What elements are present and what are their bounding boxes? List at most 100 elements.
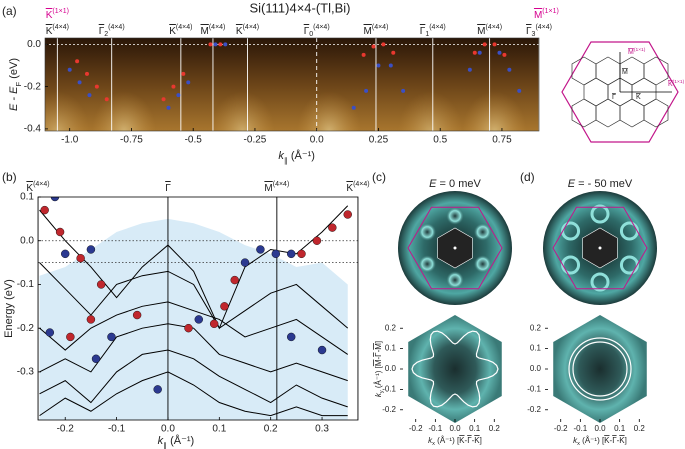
weight-dot <box>287 332 296 342</box>
zone-1x1 <box>552 206 648 290</box>
x-axis-label: k∥ (Å⁻¹) <box>278 149 315 165</box>
data-point <box>472 50 477 55</box>
fs-contour <box>568 337 632 401</box>
weight-dot <box>256 245 265 254</box>
label-part: ] <box>374 341 383 343</box>
data-point <box>213 42 218 47</box>
label-part: (4×4) <box>209 24 226 31</box>
x-tick-label: -1.0 <box>61 135 79 146</box>
symmetry-label: K(4×4) <box>169 24 192 36</box>
label-part: Γ <box>612 436 617 445</box>
y-tick-label: 0.0 <box>385 364 397 373</box>
arpes-glow <box>210 91 275 131</box>
x-tick-label: -0.25 <box>244 135 267 146</box>
label-part: ] <box>480 436 482 445</box>
data-point <box>208 42 213 47</box>
x-axis-label: kx (Å⁻¹) [K-Γ-K] <box>428 436 482 447</box>
label-part: k <box>573 436 578 445</box>
gamma-marker <box>598 246 602 250</box>
weight-dot <box>312 236 322 245</box>
label-part: - <box>472 436 475 445</box>
y-tick-label: -0.1 <box>527 384 541 393</box>
label-part: (4×4) <box>52 24 69 31</box>
weight-dot <box>45 328 55 337</box>
weight-dot <box>271 249 281 259</box>
data-point <box>391 50 396 55</box>
label-part: (1×1) <box>634 47 646 53</box>
label-part: k <box>428 436 433 445</box>
symmetry-label: M(4×4) <box>201 24 226 36</box>
label-part: K <box>46 10 53 21</box>
symmetry-label: K(4×4) <box>346 181 369 193</box>
weight-dot <box>240 258 250 267</box>
label-part: = 0 meV <box>437 178 482 190</box>
panel-label: (a) <box>2 4 17 18</box>
data-point <box>84 71 89 76</box>
label-part: (4×4) <box>33 181 50 188</box>
symmetry-label: Γ3(4×4) <box>526 24 552 38</box>
bz-1x1 <box>561 41 679 143</box>
zone-1x1 <box>407 206 503 290</box>
symmetry-label: K(4×4) <box>46 24 69 36</box>
y-tick-label: 0.1 <box>20 192 34 203</box>
label-part: E - E <box>8 86 20 111</box>
data-point <box>517 88 522 93</box>
x-tick-label: -0.2 <box>554 424 568 433</box>
y-axis-label: ky (Å⁻¹) [M-Γ-M] <box>374 341 385 397</box>
x-tick-label: -0.75 <box>120 135 143 146</box>
label-part: (4×4) <box>176 24 193 31</box>
y-tick-label: 0.2 <box>385 323 397 332</box>
x-tick-label: -0.2 <box>57 424 75 435</box>
symmetry-label: Γ <box>165 183 171 194</box>
label-part: Γ <box>420 26 426 37</box>
arpes-glow <box>297 91 362 131</box>
label-part: K <box>236 26 243 37</box>
plot-frame <box>44 37 540 132</box>
label-part: ∥ <box>163 441 167 449</box>
x-tick-label: 0.0 <box>594 424 606 433</box>
panel-label: (b) <box>2 170 17 184</box>
label-part: (Å⁻¹) [ <box>435 436 460 445</box>
band-line <box>39 371 348 417</box>
weight-dot <box>50 197 60 202</box>
data-point <box>94 84 99 89</box>
label-part: y <box>379 390 385 393</box>
label-part: - <box>374 349 383 352</box>
data-point <box>492 42 497 47</box>
symmetry-label: Γ1(4×4) <box>420 24 446 38</box>
symmetry-label: K(4×4) <box>236 24 259 36</box>
label-part: 2 <box>104 31 108 38</box>
weight-dot <box>220 302 229 311</box>
bz-inset: K(1×1) M(1×1) Γ M K <box>561 41 685 143</box>
inset-label: K(1×1) <box>668 79 685 88</box>
band-line <box>39 301 349 355</box>
intensity-spot <box>590 272 610 292</box>
x-tick-label: -0.1 <box>573 424 587 433</box>
weight-dot <box>209 319 219 329</box>
weight-dot <box>132 310 142 320</box>
weight-dot <box>184 323 193 333</box>
symmetry-label: K(4×4) <box>26 181 49 193</box>
label-part: (1×1) <box>52 8 69 15</box>
band-line <box>39 262 349 329</box>
fs-contour <box>411 330 499 408</box>
data-point <box>497 50 502 55</box>
intensity-spot <box>590 204 610 224</box>
label-part: (1×1) <box>673 79 685 85</box>
weight-dot <box>328 223 337 232</box>
label-part: k <box>158 435 164 447</box>
label-part: x <box>432 441 435 447</box>
weight-dot <box>194 315 203 324</box>
y-tick-label: -0.2 <box>382 405 396 414</box>
label-part: (4×4) <box>313 24 330 31</box>
weight-dot <box>107 332 116 342</box>
label-part: K <box>636 94 641 101</box>
y-tick-label: 0.0 <box>530 364 542 373</box>
label-part: (4×4) <box>372 24 389 31</box>
label-part: (4×4) <box>485 24 502 31</box>
weight-dot <box>86 245 96 254</box>
y-tick-label: -0.1 <box>17 279 35 290</box>
weight-dot <box>40 205 49 215</box>
label-part: M <box>374 359 383 366</box>
x-tick-label: 0.75 <box>492 135 512 146</box>
